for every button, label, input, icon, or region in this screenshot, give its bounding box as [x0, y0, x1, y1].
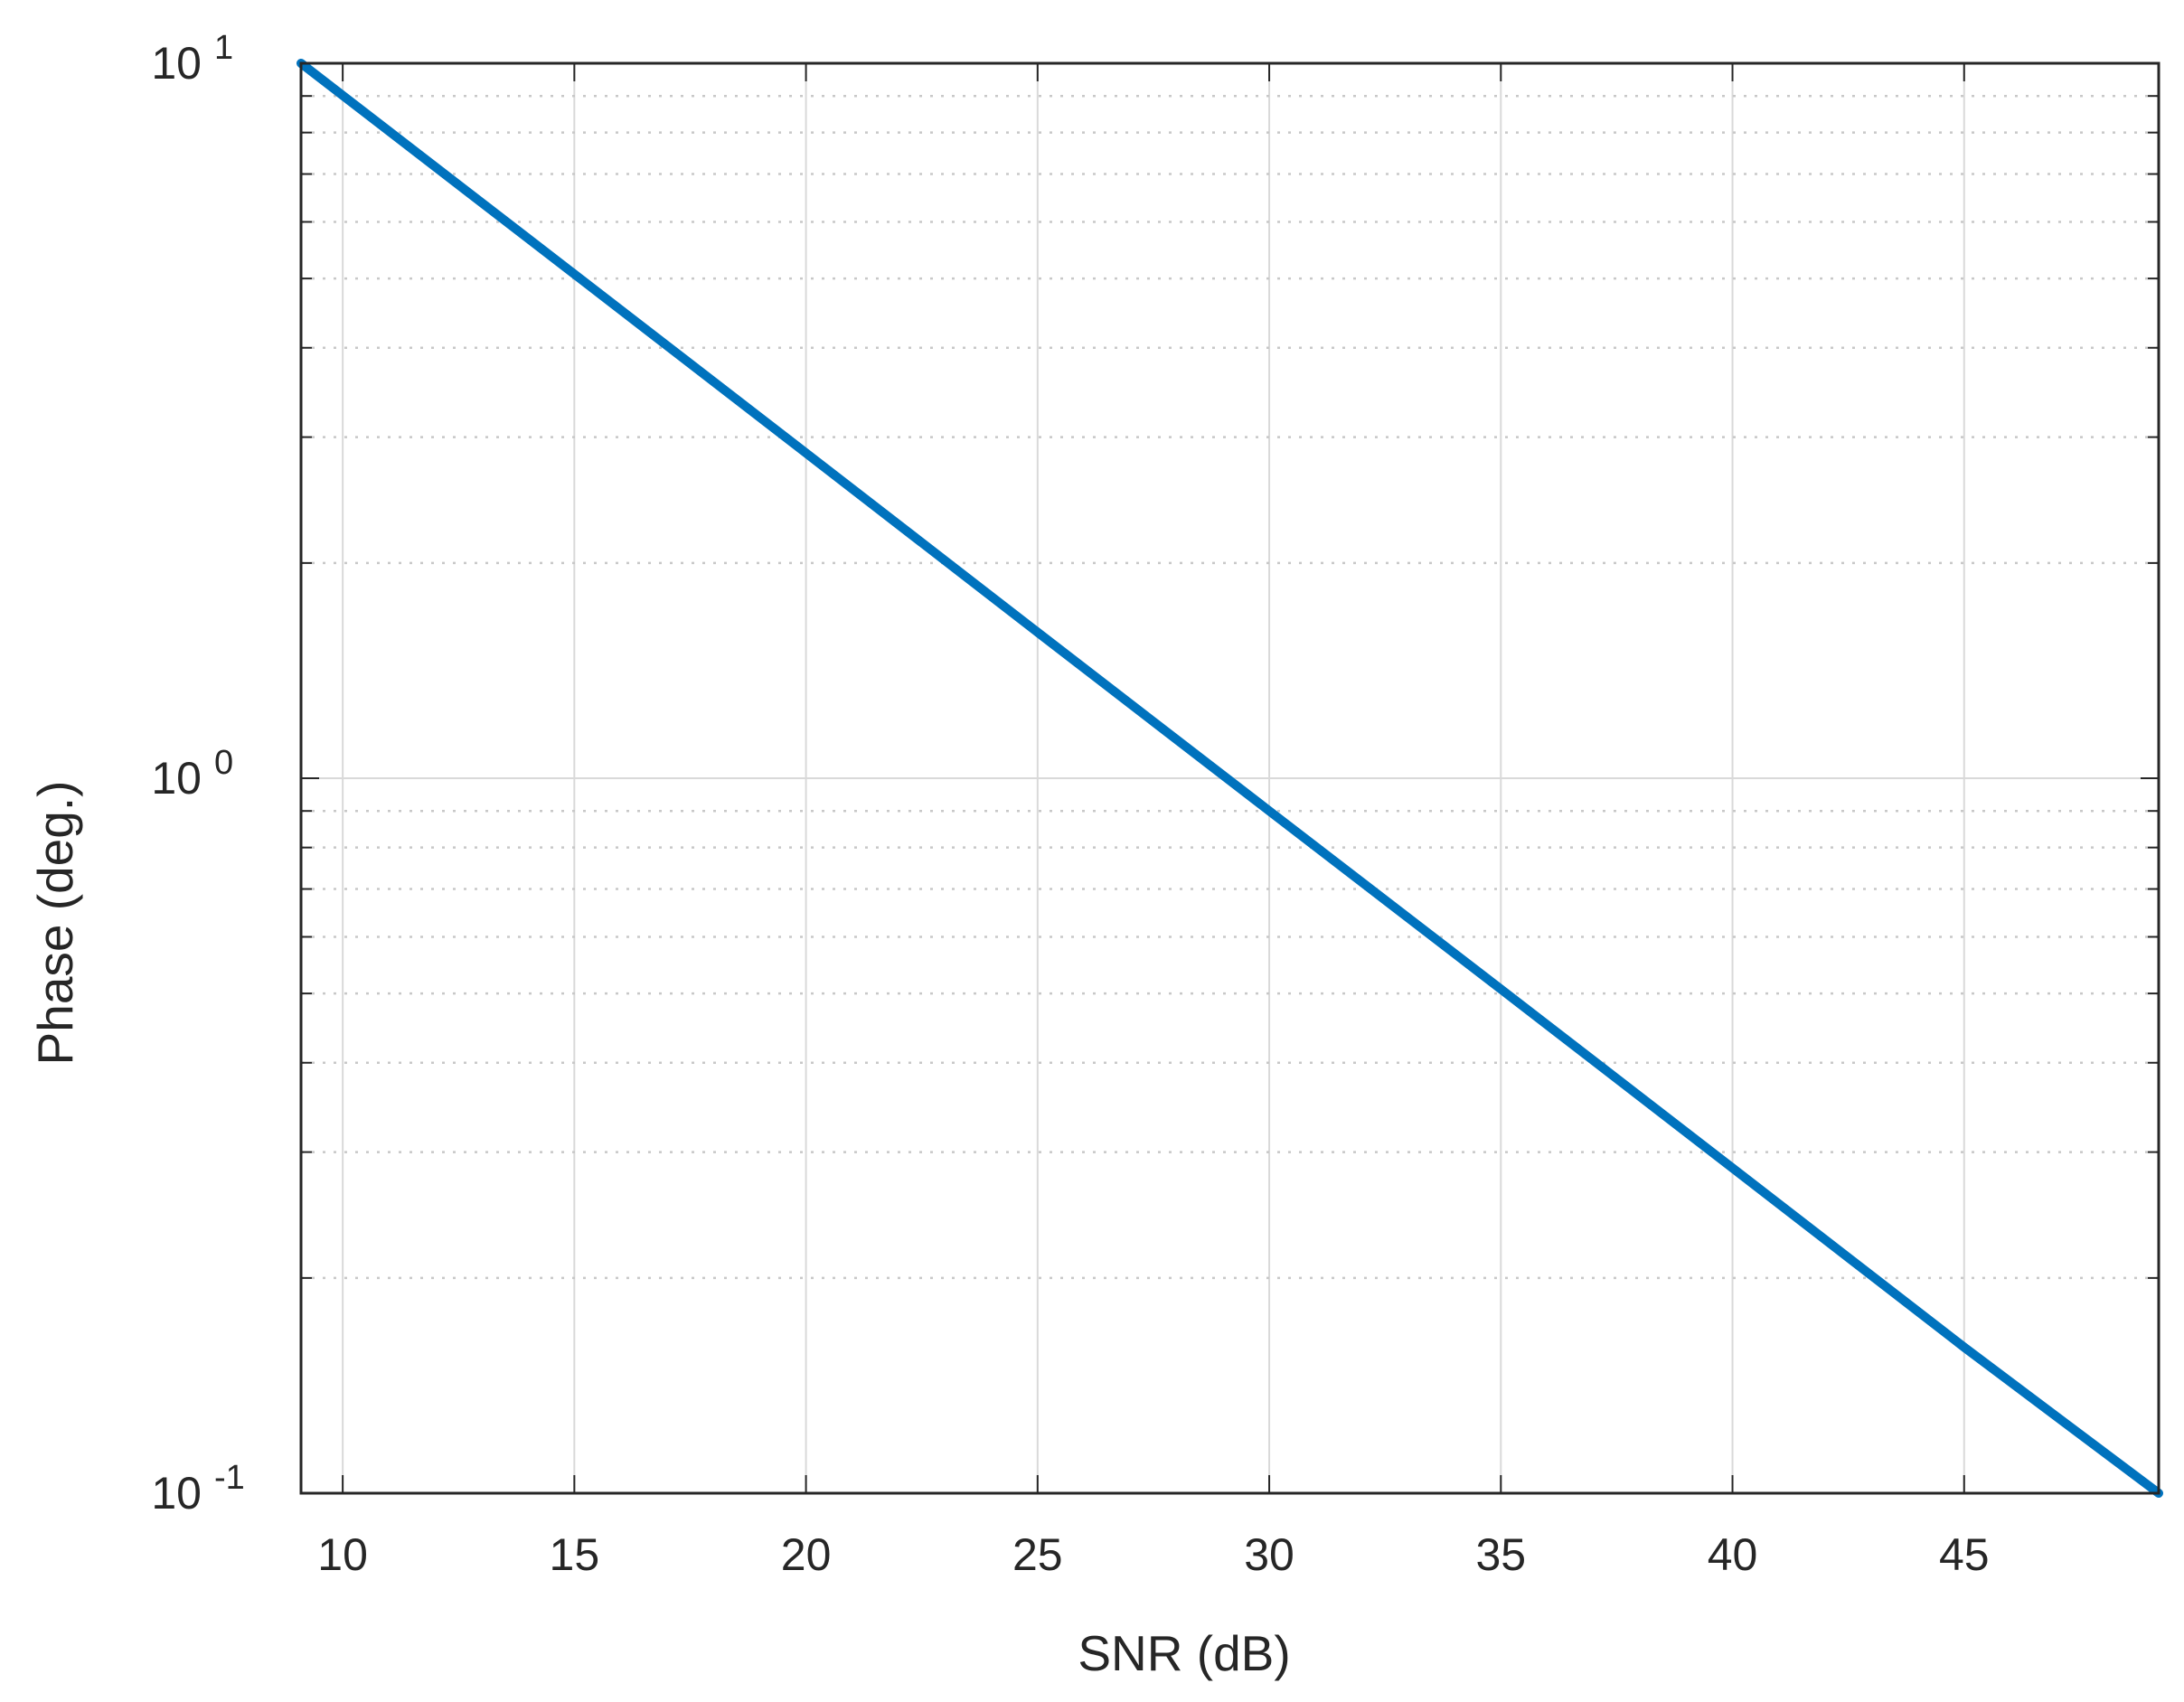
series-line [297, 59, 2163, 1498]
x-tick-label: 30 [1244, 1529, 1294, 1580]
x-tick-label: 45 [1939, 1529, 1990, 1580]
y-tick-label-base: 10 [151, 753, 202, 804]
x-tick-label: 20 [781, 1529, 832, 1580]
y-tick-label: 10 1 [151, 29, 233, 89]
tick-labels: 10 15 20 25 30 35 40 45 10 1 10 0 10 -1 [151, 29, 1989, 1580]
y-tick-label: 10 0 [151, 744, 233, 804]
x-tick-label: 25 [1012, 1529, 1063, 1580]
series-layer [297, 59, 2163, 1498]
x-tick-label: 10 [317, 1529, 368, 1580]
y-tick-label-base: 10 [151, 1468, 202, 1519]
x-tick-label: 40 [1708, 1529, 1758, 1580]
x-tick-label: 15 [550, 1529, 600, 1580]
y-tick-label-base: 10 [151, 38, 202, 89]
x-tick-label: 35 [1475, 1529, 1526, 1580]
x-axis-label: SNR (dB) [1078, 1625, 1290, 1681]
y-tick-label: 10 -1 [151, 1459, 244, 1519]
y-tick-label-exponent: -1 [214, 1459, 245, 1497]
y-tick-label-exponent: 1 [214, 29, 233, 67]
y-axis-label: Phase (deg.) [27, 781, 83, 1066]
axes-box [299, 61, 2160, 1495]
axes [299, 61, 2160, 1495]
y-tick-label-exponent: 0 [214, 744, 233, 782]
